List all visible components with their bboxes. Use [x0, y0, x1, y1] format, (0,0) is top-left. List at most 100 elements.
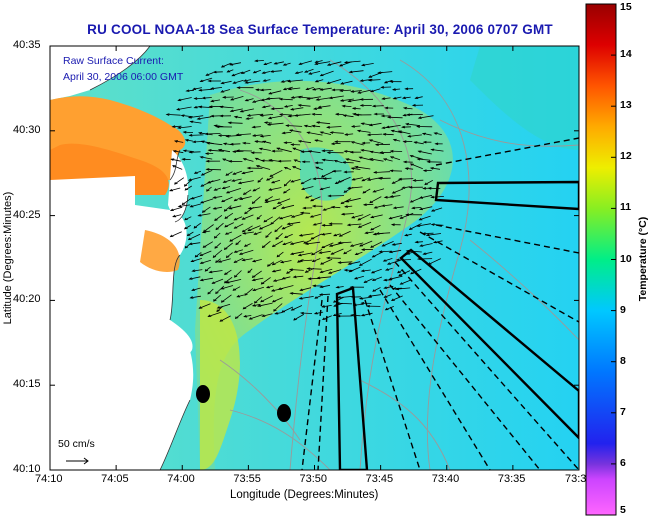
current-vector — [253, 134, 263, 137]
current-vector-head — [359, 244, 364, 247]
current-vector — [280, 260, 292, 263]
current-vector — [282, 132, 292, 134]
current-vector — [229, 234, 242, 242]
current-vector — [218, 149, 231, 153]
current-vector-head — [422, 169, 427, 172]
current-vector — [271, 107, 284, 110]
current-vector-head — [392, 138, 397, 142]
current-vector-head — [366, 133, 371, 137]
current-vector-head — [337, 180, 342, 183]
current-vector-head — [287, 114, 292, 118]
current-vector-head — [349, 150, 354, 154]
surface-current-vectors — [165, 59, 444, 322]
current-vector — [337, 296, 354, 298]
current-vector-head — [272, 279, 277, 282]
current-vector — [255, 60, 264, 62]
colorbar-tick-label: 14 — [620, 48, 632, 61]
current-vector — [277, 147, 292, 153]
current-vector-head — [205, 73, 210, 76]
current-vector — [368, 79, 381, 81]
current-vector-head — [292, 275, 297, 279]
current-vector-head — [289, 242, 294, 245]
current-vector — [431, 149, 444, 152]
current-vector-head — [418, 196, 424, 199]
current-vector — [323, 206, 334, 211]
current-vector-head — [332, 313, 337, 317]
current-vector — [281, 306, 294, 313]
current-vector — [311, 233, 322, 240]
current-vector — [263, 216, 273, 223]
current-vector — [262, 71, 271, 74]
current-vector-head — [312, 223, 317, 226]
current-vector — [370, 88, 381, 92]
current-vector-head — [294, 114, 299, 117]
current-vector-head — [193, 171, 198, 174]
current-vector — [241, 69, 251, 74]
map-title: RU COOL NOAA-18 Sea Surface Temperature:… — [87, 22, 553, 37]
current-vector-head — [332, 300, 337, 303]
current-vector-head — [314, 62, 319, 65]
current-vector — [214, 242, 222, 249]
current-vector — [372, 276, 383, 281]
current-vector — [398, 130, 411, 135]
current-vector — [260, 89, 272, 91]
current-vector — [239, 249, 254, 255]
current-vector — [252, 270, 262, 278]
current-vector-head — [241, 258, 246, 262]
current-vector — [314, 107, 323, 110]
current-vector — [402, 186, 411, 189]
current-vector-head — [222, 180, 227, 183]
current-vector-head — [338, 234, 343, 237]
current-vector — [378, 71, 393, 74]
current-vector — [273, 203, 283, 210]
current-vector — [373, 188, 385, 193]
scale-arrow — [66, 457, 89, 465]
current-vector-head — [307, 277, 312, 281]
current-vector — [358, 221, 372, 228]
colorbar-label: Temperature (°C) — [637, 216, 649, 302]
current-vector — [320, 70, 334, 77]
shrewsbury-river-water — [140, 230, 180, 273]
current-vector-head — [319, 73, 324, 77]
current-vector-head — [297, 253, 302, 257]
current-vector-head — [209, 87, 215, 90]
y-tick-label: 40:20 — [13, 293, 41, 306]
current-vector — [320, 284, 331, 288]
current-vector — [267, 97, 281, 100]
current-vector-head — [271, 262, 276, 266]
current-vector-head — [381, 97, 386, 100]
current-vector-head — [370, 227, 374, 231]
colorbar-tick-label: 11 — [620, 201, 632, 214]
current-vector-head — [320, 262, 324, 265]
current-vector-head — [207, 291, 211, 295]
current-vector — [221, 196, 233, 203]
current-vector-head — [186, 233, 191, 237]
current-vector-head — [402, 140, 407, 143]
current-vector — [290, 240, 304, 245]
current-vector — [340, 89, 352, 92]
current-vector-head — [265, 97, 270, 100]
current-vector-head — [290, 215, 295, 218]
current-vector — [336, 302, 353, 305]
current-vector-head — [208, 105, 213, 108]
current-vector-head — [404, 87, 409, 91]
x-tick-label: 73:3 — [565, 473, 587, 485]
current-vector — [254, 296, 263, 304]
current-vector-head — [300, 150, 305, 153]
current-vector-head — [290, 180, 295, 183]
current-vector-head — [231, 179, 236, 182]
current-vector-head — [405, 249, 410, 253]
current-vector-head — [213, 188, 218, 191]
current-vector — [327, 61, 342, 66]
current-vector — [417, 223, 431, 227]
current-vector — [169, 187, 181, 192]
current-vector — [177, 106, 192, 110]
current-vector-head — [196, 117, 201, 120]
current-vector — [243, 189, 252, 195]
current-vector — [358, 89, 371, 94]
current-vector-head — [357, 217, 362, 221]
current-vector-head — [318, 251, 323, 254]
current-vector — [203, 241, 214, 248]
current-vector — [221, 62, 232, 68]
current-vector-head — [236, 86, 241, 89]
